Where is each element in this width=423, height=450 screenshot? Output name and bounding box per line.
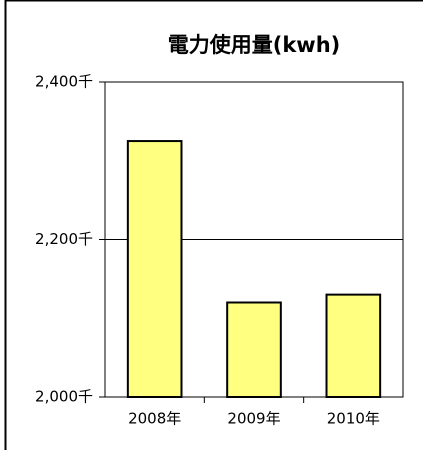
bar (325, 293, 382, 398)
y-tick-label: 2,200千 (35, 230, 93, 248)
x-tick-label: 2010年 (327, 410, 380, 428)
y-tick-label: 2,000千 (35, 388, 93, 406)
y-tick-label: 2,400千 (35, 73, 93, 91)
x-tick-label: 2008年 (128, 410, 181, 428)
x-tick-label: 2009年 (227, 410, 280, 428)
bar (226, 301, 282, 398)
bar (126, 140, 183, 398)
chart-title: 電力使用量(kwh) (168, 33, 341, 57)
